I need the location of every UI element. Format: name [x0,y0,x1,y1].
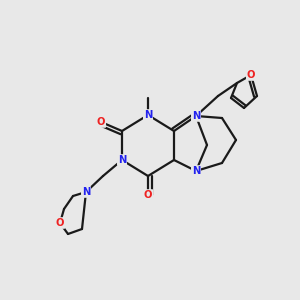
Text: O: O [144,190,152,200]
Text: N: N [192,111,200,121]
Text: N: N [144,110,152,120]
Text: O: O [247,70,255,80]
Text: N: N [82,187,90,197]
Text: N: N [192,166,200,176]
Text: O: O [56,218,64,228]
Text: N: N [118,155,126,165]
Text: O: O [97,117,105,127]
